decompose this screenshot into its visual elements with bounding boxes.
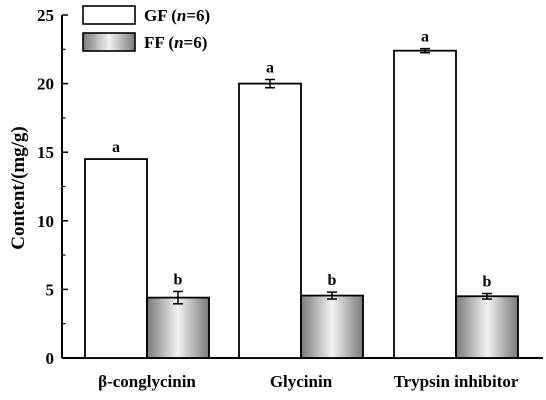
legend-entry-label: GF (n=6) (144, 6, 210, 25)
bar (455, 295, 519, 359)
y-tick-label: 15 (37, 143, 54, 162)
legend-swatch (82, 32, 136, 52)
significance-letter: a (112, 139, 120, 156)
bar (300, 294, 364, 359)
plot-area: 0 5 10 15 20 25 a b β-conglycinin a b Glycinin a b Try… (37, 6, 543, 391)
bar (238, 82, 302, 359)
y-tick-label: 10 (37, 212, 54, 231)
bar (84, 158, 148, 359)
bar (393, 49, 457, 359)
y-axis-title: Content/(mg/g) (8, 126, 29, 249)
significance-letter: b (328, 272, 337, 289)
legend: GF (n=6) FF (n=6) (82, 5, 210, 52)
category-label: Trypsin inhibitor (394, 372, 519, 391)
category-label: Glycinin (270, 372, 333, 391)
significance-letter: b (483, 274, 492, 291)
category-label: β-conglycinin (98, 372, 196, 391)
y-tick-label: 5 (46, 280, 55, 299)
y-tick-label: 20 (37, 75, 54, 94)
significance-letter: a (266, 59, 274, 76)
y-tick-label: 25 (37, 6, 54, 25)
legend-swatch (82, 5, 136, 25)
significance-letter: a (421, 29, 429, 46)
bar (146, 296, 210, 359)
significance-letter: b (174, 271, 183, 288)
legend-entry-label: FF (n=6) (144, 33, 207, 52)
y-tick-label: 0 (46, 349, 55, 368)
